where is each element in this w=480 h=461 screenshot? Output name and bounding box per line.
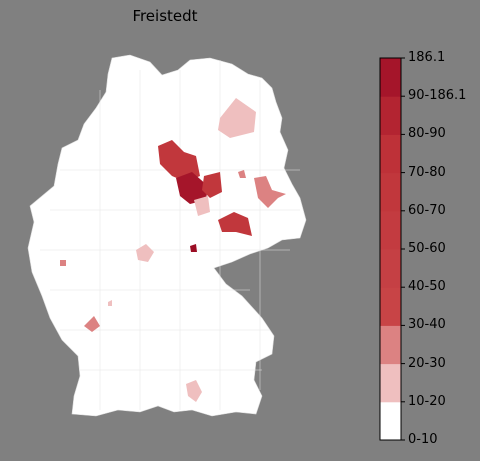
region-saarland[interactable] (60, 260, 66, 266)
region-brandenburg-north[interactable] (218, 98, 256, 138)
region-altmark[interactable] (158, 140, 200, 182)
region-palatinate[interactable] (84, 316, 100, 332)
germany-outline (27, 54, 307, 417)
region-thuringia-west[interactable] (136, 244, 154, 262)
region-harz-core[interactable] (176, 172, 208, 204)
region-anhalt[interactable] (202, 172, 222, 198)
map-title: Freistedt (132, 7, 198, 25)
region-small-southwest[interactable] (108, 300, 112, 306)
region-leipzig[interactable] (218, 212, 252, 236)
region-lausitz[interactable] (254, 176, 286, 208)
region-upper-bavaria[interactable] (186, 380, 202, 402)
region-erfurt[interactable] (190, 244, 197, 252)
region-small-east[interactable] (238, 170, 246, 178)
region-saale[interactable] (194, 196, 210, 216)
